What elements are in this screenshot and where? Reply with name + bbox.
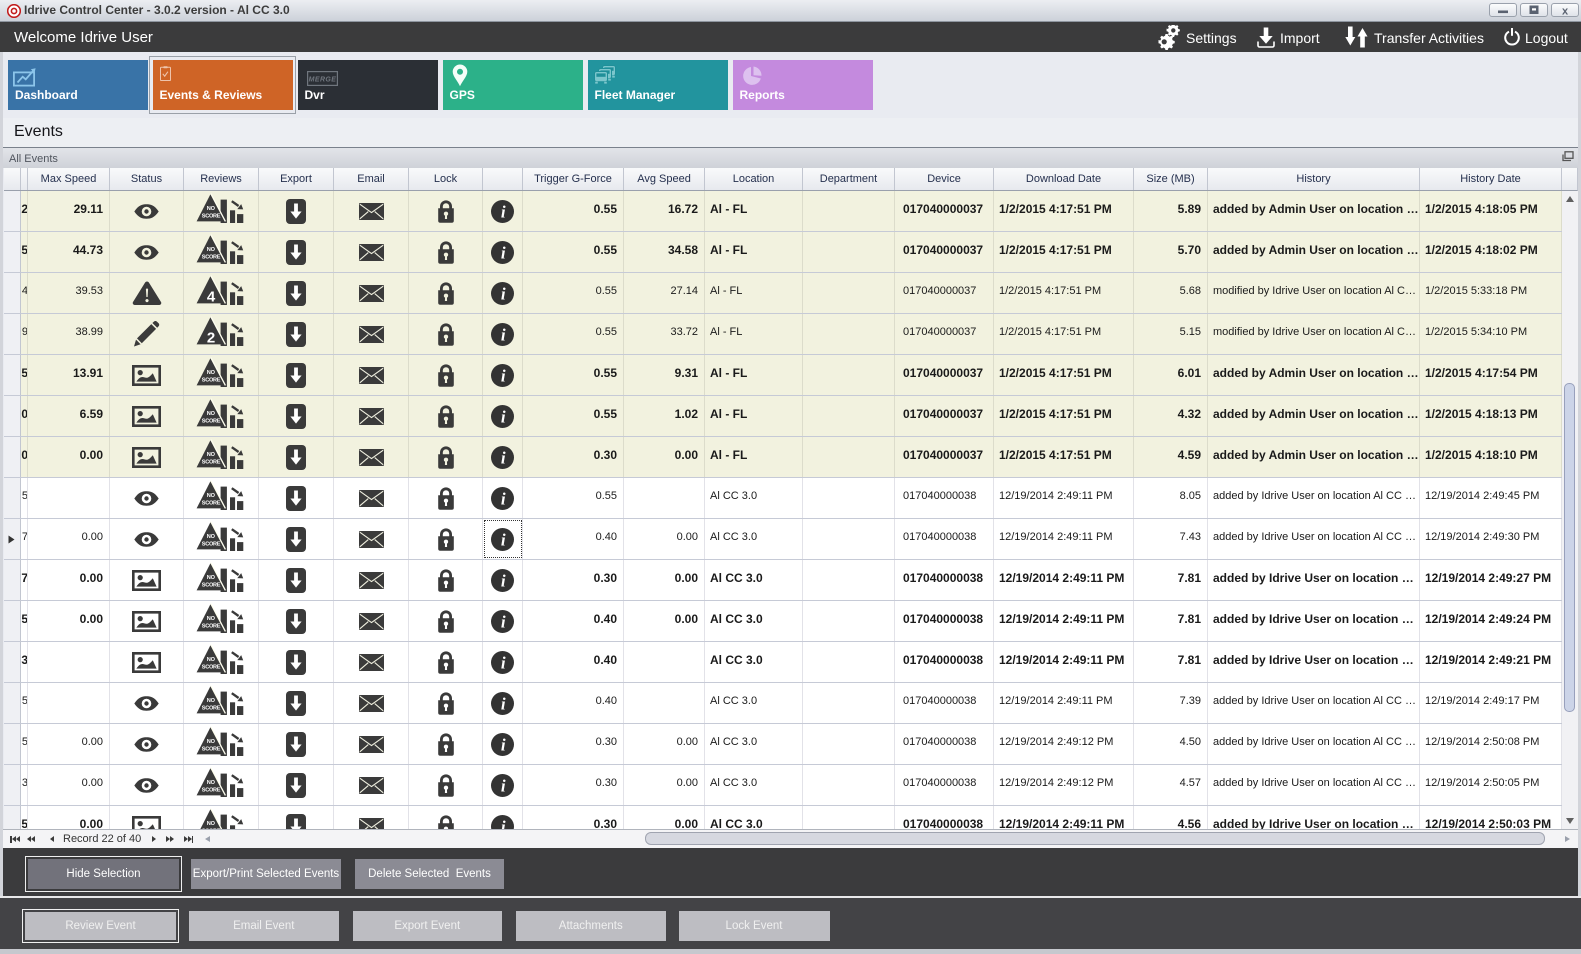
svg-text:i: i <box>501 284 506 303</box>
svg-text:NO: NO <box>207 657 216 663</box>
svg-text:NO: NO <box>207 780 216 786</box>
svg-text:SCORE: SCORE <box>202 378 221 384</box>
svg-text:NO: NO <box>207 534 216 540</box>
svg-text:SCORE: SCORE <box>202 624 221 630</box>
svg-text:i: i <box>501 325 506 344</box>
svg-text:SCORE: SCORE <box>202 419 221 425</box>
svg-text:i: i <box>501 489 506 508</box>
svg-text:NO: NO <box>207 206 216 212</box>
svg-text:NO: NO <box>207 575 216 581</box>
svg-text:SCORE: SCORE <box>202 542 221 548</box>
svg-text:MERGE: MERGE <box>308 77 336 84</box>
svg-text:SCORE: SCORE <box>202 460 221 466</box>
svg-text:SCORE: SCORE <box>202 788 221 794</box>
svg-text:NO: NO <box>207 452 216 458</box>
svg-text:NO: NO <box>207 739 216 745</box>
svg-text:SCORE: SCORE <box>202 583 221 589</box>
svg-text:SCORE: SCORE <box>202 665 221 671</box>
svg-text:SCORE: SCORE <box>202 501 221 507</box>
svg-text:NO: NO <box>207 493 216 499</box>
svg-text:i: i <box>501 366 506 385</box>
svg-text:4: 4 <box>207 289 216 306</box>
svg-text:i: i <box>501 694 506 713</box>
svg-text:i: i <box>501 735 506 754</box>
svg-text:i: i <box>501 817 506 829</box>
svg-text:2: 2 <box>207 330 215 347</box>
svg-text:x: x <box>1562 6 1569 17</box>
svg-text:i: i <box>501 653 506 672</box>
svg-text:i: i <box>501 530 506 549</box>
svg-text:NO: NO <box>207 247 216 253</box>
svg-text:i: i <box>501 243 506 262</box>
svg-text:SCORE: SCORE <box>202 214 221 220</box>
svg-text:SCORE: SCORE <box>202 747 221 753</box>
svg-text:i: i <box>501 571 506 590</box>
svg-text:SCORE: SCORE <box>202 255 221 261</box>
svg-text:SCORE: SCORE <box>202 829 221 830</box>
svg-text:NO: NO <box>207 821 216 827</box>
svg-text:NO: NO <box>207 411 216 417</box>
svg-text:i: i <box>501 448 506 467</box>
svg-text:i: i <box>501 407 506 426</box>
svg-text:i: i <box>501 776 506 795</box>
svg-text:NO: NO <box>207 370 216 376</box>
svg-text:i: i <box>501 612 506 631</box>
svg-text:i: i <box>501 202 506 221</box>
svg-text:NO: NO <box>207 698 216 704</box>
svg-text:NO: NO <box>207 616 216 622</box>
svg-text:SCORE: SCORE <box>202 706 221 712</box>
